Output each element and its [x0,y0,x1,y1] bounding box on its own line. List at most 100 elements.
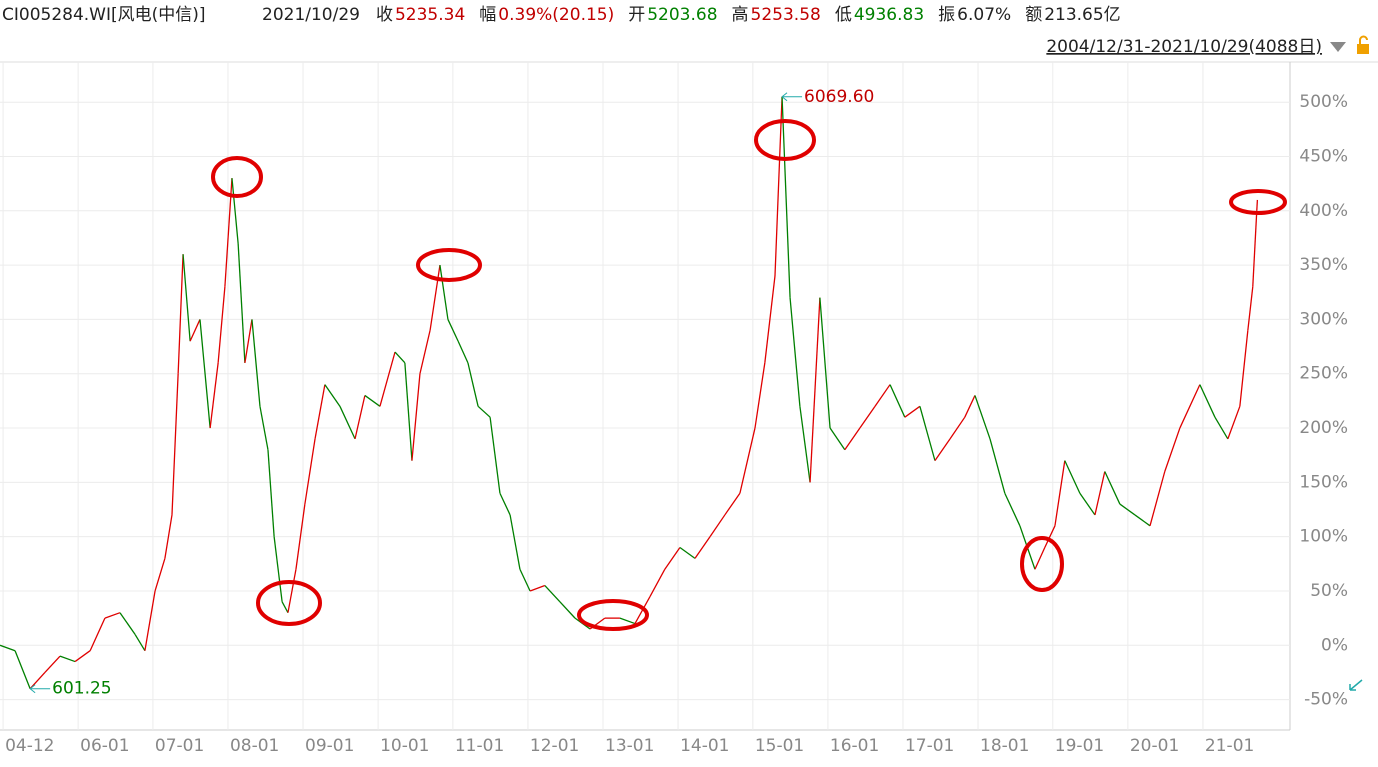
lock-shackle [1359,35,1368,44]
price-segment [859,405,876,429]
price-segment [154,558,166,592]
field-value: 4936.83 [854,5,924,25]
price-segment [1034,547,1046,570]
price-segment [457,340,469,364]
y-tick-label: 450% [1299,146,1348,166]
price-segment [477,405,491,418]
circle [1229,189,1287,215]
price-segment [287,569,297,613]
price-segment [1134,514,1151,527]
price-segment [519,568,531,592]
price-segment [694,536,711,559]
price-segment [1119,503,1136,516]
x-tick-label: 16-01 [830,736,879,756]
price-segment [209,362,219,429]
price-segment [1252,210,1258,287]
x-tick-label: 14-01 [680,736,729,756]
dropdown-icon[interactable] [1330,42,1346,52]
field-label: 幅 [479,5,496,25]
price-segment [529,584,546,592]
circle [211,156,263,198]
price-segment [709,514,726,538]
price-segment [1079,492,1096,516]
x-tick-label: 11-01 [455,736,504,756]
price-segment [829,427,846,451]
price-segment [904,405,921,418]
price-segment [74,650,91,663]
x-tick-label: 17-01 [905,736,954,756]
x-tick-label: 21-01 [1205,736,1254,756]
price-segment [724,492,741,516]
price-segment [354,395,366,440]
price-segment [844,427,861,451]
price-segment [231,178,239,244]
x-tick-label: 09-01 [305,736,354,756]
y-tick-label: 0% [1321,635,1348,655]
price-segment [1104,471,1121,505]
price-segment [949,416,966,440]
price-segment [964,395,976,418]
price-segment [467,362,479,407]
price-segment [874,384,891,407]
price-segment [739,427,756,494]
price-segment [419,330,431,374]
annotation-arrow [29,684,51,694]
price-segment [1179,384,1201,429]
field-label: 开 [628,5,645,25]
price-segment [1094,471,1106,516]
price-segment [89,617,106,651]
x-tick-label: 15-01 [755,736,804,756]
price-segment [267,449,275,537]
price-segment [1149,471,1166,526]
y-tick-label: 400% [1299,201,1348,221]
price-segment [144,590,156,651]
price-segment [379,351,396,407]
field-label: 高 [732,5,749,25]
price-segment [1239,330,1249,407]
price-segment [237,243,246,363]
field-value: 213.65亿 [1044,5,1120,25]
price-segment [809,297,821,483]
price-segment [679,546,696,559]
price-segment [411,373,421,461]
price-segment [544,585,561,603]
price-segment [29,671,46,690]
price-segment [1004,492,1021,527]
price-segment [1064,460,1081,494]
price-segment [171,373,179,515]
zoom-icon[interactable] [1349,679,1363,691]
price-segment [251,319,261,407]
lock-icon[interactable] [1357,44,1369,54]
x-tick-label: 07-01 [155,736,204,756]
date-range: 2004/12/31-2021/10/29(4088日) [1046,37,1322,57]
y-tick-label: 300% [1299,309,1348,329]
y-tick-label: 500% [1299,92,1348,112]
price-segment [244,319,253,363]
field-value: 0.39%(20.15) [498,5,614,25]
y-tick-label: 200% [1299,418,1348,438]
annotation-arrow [781,92,803,102]
circle [1020,536,1064,592]
annotation: 6069.60 [804,87,874,107]
price-segment [447,319,459,342]
price-segment [304,438,316,505]
price-segment [934,438,951,461]
price-segment [339,406,356,440]
price-segment [819,297,831,429]
field-value: 6.07% [957,5,1011,25]
circle [256,580,322,626]
price-segment [59,655,76,663]
y-tick-label: 350% [1299,255,1348,275]
field-value: 5203.68 [647,5,717,25]
price-segment [314,384,326,440]
ticker: CI005284.WI[风电(中信)] [2,5,206,25]
y-tick-label: 100% [1299,527,1348,547]
x-tick-label: 12-01 [530,736,579,756]
annotation: 601.25 [52,679,111,699]
price-segment [217,286,226,363]
price-segment [1256,199,1259,211]
price-segment [799,406,811,483]
price-segment [281,601,289,614]
price-segment [989,438,1006,494]
price-segment [774,96,783,277]
